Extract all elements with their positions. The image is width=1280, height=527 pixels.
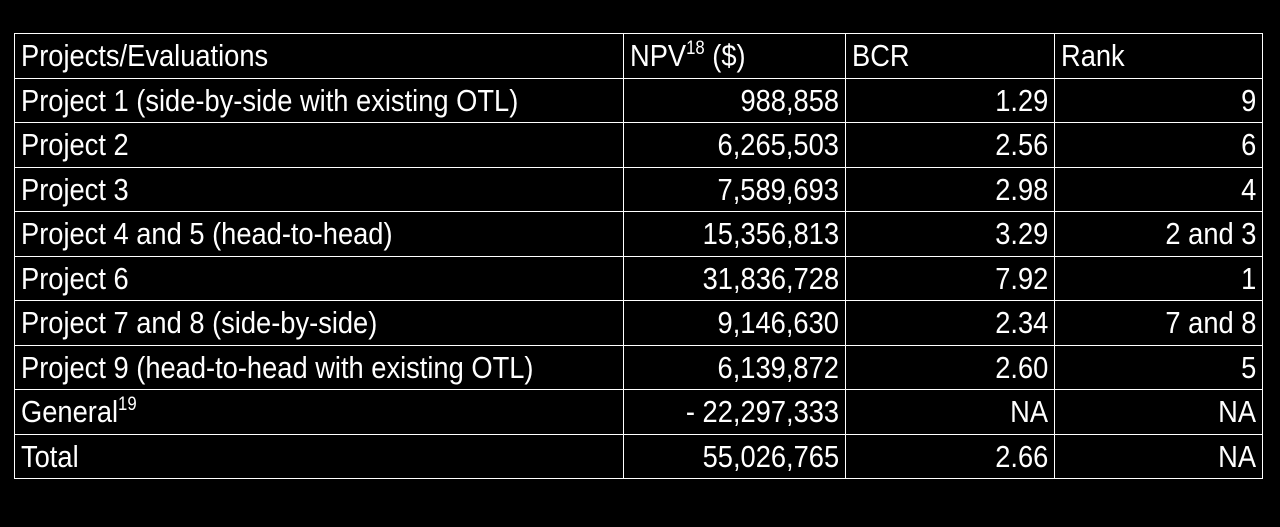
bcr-cell: 2.60 [845, 344, 1055, 390]
header-bcr-label: BCR [852, 38, 910, 74]
project-label: Project 6 [21, 260, 129, 296]
project-cell: Total [14, 433, 624, 479]
bcr-value: NA [1010, 394, 1048, 430]
npv-value: 7,589,693 [717, 171, 839, 207]
project-cell: Project 1 (side-by-side with existing OT… [14, 77, 624, 123]
npv-value: 15,356,813 [702, 216, 839, 252]
table-row: Project 2 6,265,503 2.56 6 [14, 122, 1263, 168]
bcr-value: 3.29 [994, 216, 1048, 252]
project-label: Total [21, 438, 79, 474]
npv-value: 6,139,872 [717, 349, 839, 385]
header-npv: NPV18 ($) [623, 33, 846, 79]
bcr-value: 7.92 [994, 260, 1048, 296]
bcr-cell: NA [845, 389, 1055, 435]
header-npv-unit: ($) [704, 38, 746, 74]
project-label: Project 2 [21, 127, 129, 163]
bcr-cell: 2.56 [845, 122, 1055, 168]
npv-cell: 6,139,872 [623, 344, 846, 390]
rank-cell: 7 and 8 [1054, 300, 1263, 346]
header-row: Projects/Evaluations NPV18 ($) BCR Rank [14, 33, 1263, 79]
table-row: Project 3 7,589,693 2.98 4 [14, 166, 1263, 212]
bcr-cell: 3.29 [845, 211, 1055, 257]
bcr-value: 2.56 [994, 127, 1048, 163]
npv-cell: 15,356,813 [623, 211, 846, 257]
rank-value: NA [1218, 438, 1256, 474]
npv-value: 55,026,765 [702, 438, 839, 474]
rank-value: 5 [1240, 349, 1256, 385]
project-cell: Project 7 and 8 (side-by-side) [14, 300, 624, 346]
bcr-value: 2.60 [994, 349, 1048, 385]
npv-cell: 55,026,765 [623, 433, 846, 479]
npv-cell: 988,858 [623, 77, 846, 123]
rank-value: 6 [1240, 127, 1256, 163]
header-project: Projects/Evaluations [14, 33, 624, 79]
project-label: Project 9 (head-to-head with existing OT… [21, 349, 534, 385]
table-row: Project 1 (side-by-side with existing OT… [14, 77, 1263, 123]
table-row: Project 9 (head-to-head with existing OT… [14, 344, 1263, 390]
rank-cell: 6 [1054, 122, 1263, 168]
npv-value: - 22,297,333 [685, 394, 839, 430]
rank-value: 4 [1240, 171, 1256, 207]
npv-cell: 31,836,728 [623, 255, 846, 301]
bcr-value: 1.29 [994, 82, 1048, 118]
header-project-label: Projects/Evaluations [21, 38, 269, 74]
project-label: Project 3 [21, 171, 129, 207]
rank-cell: 4 [1054, 166, 1263, 212]
bcr-value: 2.34 [994, 305, 1048, 341]
rank-value: 1 [1240, 260, 1256, 296]
bcr-value: 2.66 [994, 438, 1048, 474]
rank-cell: 9 [1054, 77, 1263, 123]
rank-cell: 5 [1054, 344, 1263, 390]
project-cell: Project 2 [14, 122, 624, 168]
npv-cell: 9,146,630 [623, 300, 846, 346]
header-rank-label: Rank [1061, 38, 1125, 74]
general-footnote: 19 [118, 394, 137, 416]
project-cell: Project 4 and 5 (head-to-head) [14, 211, 624, 257]
bcr-cell: 2.34 [845, 300, 1055, 346]
rank-cell: 1 [1054, 255, 1263, 301]
npv-cell: 6,265,503 [623, 122, 846, 168]
table-row: Project 4 and 5 (head-to-head) 15,356,81… [14, 211, 1263, 257]
bcr-cell: 1.29 [845, 77, 1055, 123]
rank-value: 9 [1240, 82, 1256, 118]
bcr-value: 2.98 [994, 171, 1048, 207]
general-row: General19 - 22,297,333 NA NA [14, 389, 1263, 435]
project-cell: General19 [14, 389, 624, 435]
project-cell: Project 6 [14, 255, 624, 301]
total-row: Total 55,026,765 2.66 NA [14, 433, 1263, 479]
project-label: Project 4 and 5 (head-to-head) [21, 216, 393, 252]
header-npv-footnote: 18 [686, 38, 705, 60]
rank-cell: NA [1054, 433, 1263, 479]
table-row: Project 6 31,836,728 7.92 1 [14, 255, 1263, 301]
project-label: Project 7 and 8 (side-by-side) [21, 305, 378, 341]
project-label: General [21, 394, 119, 430]
npv-value: 988,858 [740, 82, 839, 118]
bcr-cell: 2.98 [845, 166, 1055, 212]
rank-value: NA [1218, 394, 1256, 430]
header-rank: Rank [1054, 33, 1263, 79]
project-label: Project 1 (side-by-side with existing OT… [21, 82, 519, 118]
rank-value: 7 and 8 [1164, 305, 1256, 341]
header-npv-label: NPV [630, 38, 687, 74]
table-row: Project 7 and 8 (side-by-side) 9,146,630… [14, 300, 1263, 346]
header-bcr: BCR [845, 33, 1055, 79]
npv-value: 31,836,728 [702, 260, 839, 296]
npv-value: 6,265,503 [717, 127, 839, 163]
npv-value: 9,146,630 [717, 305, 839, 341]
rank-cell: NA [1054, 389, 1263, 435]
bcr-cell: 2.66 [845, 433, 1055, 479]
npv-cell: - 22,297,333 [623, 389, 846, 435]
npv-cell: 7,589,693 [623, 166, 846, 212]
rank-cell: 2 and 3 [1054, 211, 1263, 257]
rank-value: 2 and 3 [1164, 216, 1256, 252]
bcr-cell: 7.92 [845, 255, 1055, 301]
project-cell: Project 3 [14, 166, 624, 212]
evaluation-table: Projects/Evaluations NPV18 ($) BCR Rank … [14, 33, 1263, 479]
project-cell: Project 9 (head-to-head with existing OT… [14, 344, 624, 390]
